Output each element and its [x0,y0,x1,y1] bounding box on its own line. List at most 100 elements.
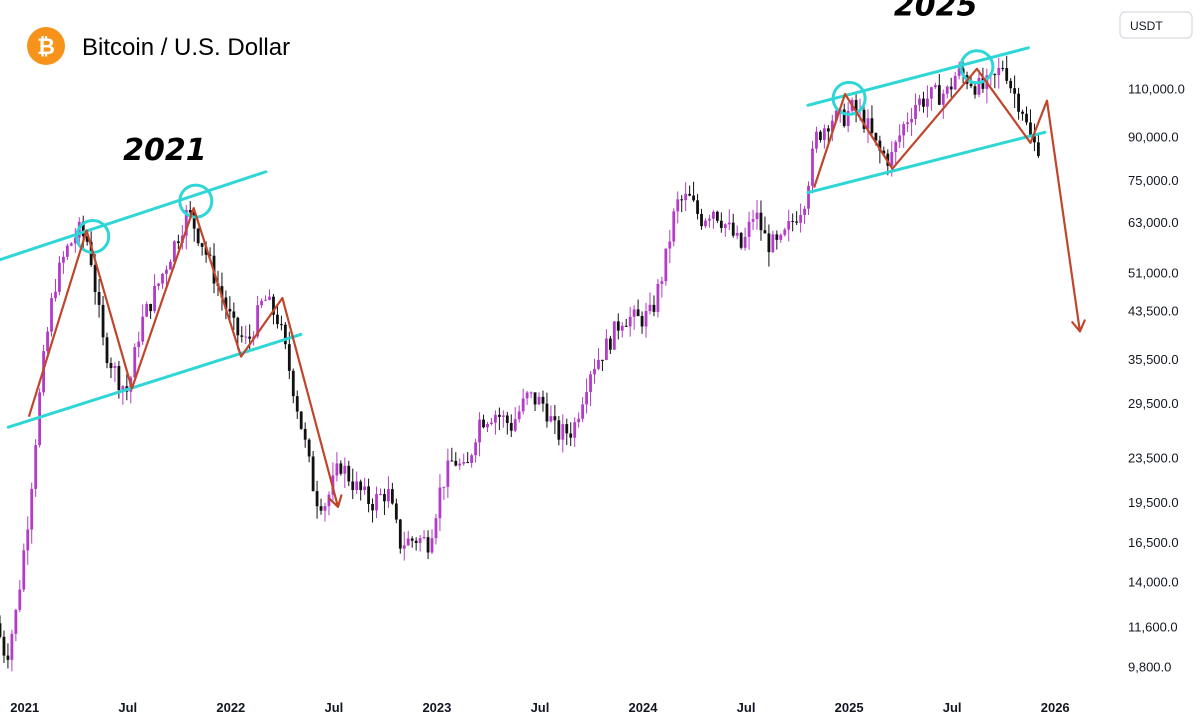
candle [941,89,945,119]
candle [803,205,806,225]
candle [0,615,2,639]
candle [601,359,604,371]
candle [949,77,953,98]
candle [692,181,695,202]
candle [22,543,26,593]
price-axis-panel [1112,0,1200,728]
candle [569,422,573,447]
candle [553,404,557,435]
candle [422,530,426,540]
y-tick-label: 14,000.0 [1128,574,1179,589]
candle [652,295,656,317]
candle [636,299,640,317]
candle [854,94,858,123]
candle [379,488,382,496]
candle [315,480,319,519]
candle [712,210,715,229]
candle [319,498,323,515]
candle [490,417,493,426]
candle [953,71,957,91]
currency-selector[interactable]: USDT [1119,11,1193,39]
candle [922,91,925,113]
candle [478,412,481,457]
candle [708,214,711,228]
channel-2021-lower [6,332,303,429]
candle [387,476,390,508]
year-annotation-2025: 2025 [894,0,978,23]
candle [65,243,69,261]
candle [505,411,509,435]
candle [521,388,525,415]
x-tick-label: 2022 [216,700,245,715]
candle [577,412,581,428]
candle [299,411,303,430]
candle [680,195,684,213]
candle [406,530,410,547]
candle [632,305,636,330]
year-annotation-2021: 2021 [123,133,207,168]
candle [715,210,719,224]
candle [402,531,406,561]
candle [910,107,913,137]
candle [303,422,307,448]
candle [811,140,814,194]
candle [585,378,588,414]
candle [866,109,870,144]
candle [937,74,941,106]
candle [672,208,676,247]
candle [660,276,664,298]
candle [779,233,783,243]
candle [783,227,787,237]
candle [565,418,569,446]
time-axis[interactable]: 2021 Jul 2022 Jul 2023 Jul 2024 Jul 2025 Jul 2026 [10,700,1069,715]
y-tick-label: 51,000.0 [1128,265,1179,280]
candle [442,486,446,500]
candle [684,182,688,212]
x-tick-label: Jul [531,700,550,715]
price-axis[interactable]: 140,000.0110,000.090,000.075,000.063,000… [1128,24,1186,675]
candle [73,228,77,253]
x-tick-label: 2025 [835,700,864,715]
candle [398,518,402,554]
candle [482,414,485,429]
candle [359,479,363,501]
candle [926,85,929,118]
candle [581,397,585,423]
candle [787,209,791,242]
candle [367,478,370,513]
candle [1037,133,1040,159]
x-tick-label: Jul [737,700,756,715]
candle [307,438,311,463]
candle [220,272,224,311]
candle [763,216,767,234]
candle [739,231,743,250]
candle [137,331,141,358]
candle [450,447,454,462]
candle [347,460,351,487]
candle [430,529,434,554]
candle [188,201,192,217]
candle [549,405,553,423]
candle [723,223,727,237]
candle [470,453,474,468]
candle [696,194,699,220]
candle [557,416,561,446]
peak-circle-2025-b [959,49,995,85]
candle [145,301,149,318]
candle [537,392,541,405]
candle [14,608,18,642]
y-tick-label: 75,000.0 [1128,173,1179,188]
candle [807,181,810,215]
candle [640,311,644,334]
candle [486,421,489,433]
annotation-layer: 2021 2025 [0,0,1086,508]
candle [842,103,846,128]
candle [454,452,458,467]
candle [426,530,430,560]
candle [244,325,248,345]
x-tick-label: 2024 [629,700,659,715]
channel-2021-upper [0,170,268,262]
candle [933,82,937,89]
candle [121,384,125,405]
